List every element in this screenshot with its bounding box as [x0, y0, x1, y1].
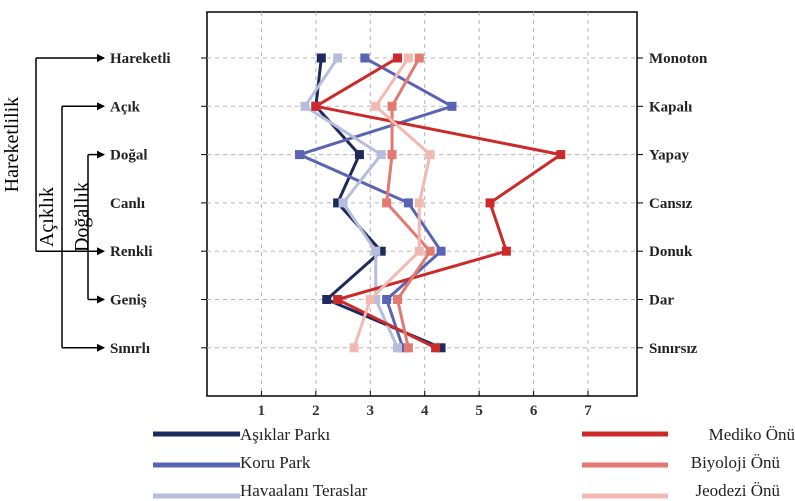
x-tick-label: 4: [421, 403, 429, 419]
data-point: [316, 53, 326, 63]
data-point: [403, 343, 413, 353]
right-label: Sınırsız: [649, 341, 698, 357]
left-label: Sınırlı: [110, 341, 150, 357]
group-label: Doğallık: [71, 182, 93, 252]
data-point: [414, 246, 424, 256]
data-point: [300, 101, 310, 111]
series-lines: [295, 53, 566, 353]
data-point: [485, 198, 495, 208]
data-point: [360, 53, 370, 63]
data-point: [436, 246, 446, 256]
group-brackets: Hareketlilik Açıklık Doğallık: [1, 54, 105, 352]
data-point: [322, 295, 332, 304]
data-point: [354, 150, 364, 160]
data-point: [447, 101, 457, 111]
right-label: Donuk: [649, 244, 693, 260]
data-point: [393, 53, 403, 63]
data-point: [403, 53, 413, 63]
data-point: [382, 198, 392, 208]
left-label: Hareketli: [110, 51, 171, 67]
left-label: Renkli: [110, 244, 153, 260]
data-point: [338, 198, 348, 208]
data-point: [349, 343, 359, 353]
right-label: Cansız: [649, 196, 693, 212]
legend-label: Jeodezi Önü: [695, 481, 780, 500]
data-point: [371, 295, 381, 304]
grid: [207, 12, 637, 396]
data-point: [376, 246, 386, 256]
left-label: Geniş: [110, 293, 147, 309]
data-point: [398, 343, 408, 353]
x-tick-label: 2: [312, 403, 320, 419]
data-point: [376, 150, 386, 160]
right-label: Dar: [649, 293, 674, 309]
data-point: [387, 150, 397, 160]
data-point: [403, 198, 413, 208]
left-label: Açık: [110, 99, 141, 115]
legend-label: Mediko Önü: [709, 425, 795, 444]
data-point: [414, 53, 424, 63]
group-label: Hareketlilik: [1, 97, 23, 193]
data-point: [425, 246, 435, 256]
data-point: [333, 53, 343, 63]
right-label: Yapay: [649, 148, 690, 164]
data-point: [414, 198, 424, 208]
data-point: [333, 198, 343, 208]
right-label: Monoton: [649, 51, 708, 67]
data-point: [295, 150, 305, 160]
row-labels: Hareketli Açık Doğal Canlı Renkli Geniş Sınırl…: [110, 51, 708, 357]
x-axis: 1 2 3 4 5 6 7: [258, 391, 592, 419]
data-point: [425, 150, 435, 160]
data-point: [371, 246, 381, 256]
data-point: [311, 101, 321, 111]
left-label: Doğal: [110, 148, 148, 164]
x-tick-label: 6: [530, 403, 538, 419]
x-tick-label: 1: [258, 403, 266, 419]
data-point: [371, 101, 381, 111]
x-tick-label: 5: [475, 403, 483, 419]
right-label: Kapalı: [649, 99, 692, 115]
left-label: Canlı: [110, 196, 145, 212]
data-point: [436, 343, 446, 353]
legend-label: Aşıklar Parkı: [240, 425, 330, 444]
data-point: [393, 295, 403, 304]
data-point: [501, 246, 511, 256]
data-point: [382, 295, 392, 304]
data-point: [365, 295, 375, 304]
legend-label: Havaalanı Teraslar: [240, 481, 368, 500]
group-label: Açıklık: [36, 187, 58, 247]
data-point: [393, 343, 403, 353]
data-point: [556, 150, 566, 160]
x-tick-label: 7: [584, 403, 592, 419]
legend-label: Koru Park: [240, 453, 311, 472]
data-point: [333, 295, 343, 304]
legend: Aşıklar Parkı Koru Park Havaalanı Teraslar…: [153, 425, 795, 500]
x-tick-label: 3: [367, 403, 375, 419]
data-point: [387, 101, 397, 111]
data-point: [431, 343, 441, 353]
legend-label: Biyoloji Önü: [691, 453, 781, 472]
